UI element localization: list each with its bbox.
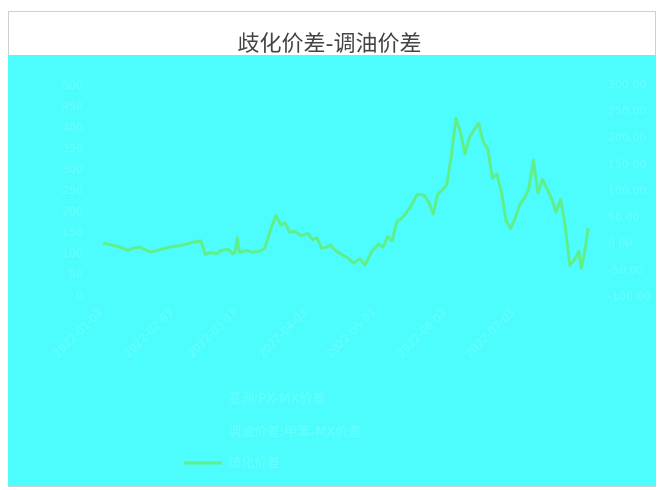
- y-left-tick-label: 350: [62, 142, 83, 155]
- chart-svg: 0 50 100 150 200 250 300 350 400 450 500 -100.00 -5…: [8, 55, 656, 486]
- y-right-tick-label: 200.00: [608, 131, 647, 144]
- legend-label: 亚洲:PX-MX价差: [228, 392, 325, 407]
- y-left-tick-label: 250: [62, 184, 83, 197]
- y-left-tick-label: 400: [62, 121, 83, 134]
- y-left-tick-label: 450: [62, 100, 83, 113]
- y-left-tick-label: 200: [62, 205, 83, 218]
- series-line: [102, 116, 590, 270]
- y-left-tick-label: 150: [62, 226, 83, 239]
- y-right-tick-label: 50.00: [608, 211, 640, 224]
- y-left-tick-label: 100: [62, 247, 83, 260]
- y-right-tick-label: 150.00: [608, 158, 647, 171]
- y-left-tick-label: 50: [69, 268, 83, 281]
- y-right-tick-label: -50.00: [608, 264, 643, 277]
- y-left-tick-label: 300: [62, 163, 83, 176]
- plot-area: 0 50 100 150 200 250 300 350 400 450 500 -100.00 -5…: [8, 55, 656, 486]
- y-axis-right: -100.00 -50.00 0.00 50.00 100.00 150.00 200.00…: [608, 78, 650, 303]
- y-right-tick-label: 250.00: [608, 105, 647, 118]
- legend-label: 歧化价差: [228, 456, 280, 471]
- plot-background: [8, 55, 656, 486]
- y-left-tick-label: 500: [62, 79, 83, 92]
- chart-title: 歧化价差-调油价差: [237, 32, 422, 57]
- series-group: [102, 116, 590, 270]
- legend-label: 调油价差:甲苯-MX价差: [228, 425, 361, 440]
- y-axis-left: 0 50 100 150 200 250 300 350 400 450 500: [62, 79, 83, 302]
- y-right-tick-label: -100.00: [608, 290, 650, 303]
- y-right-tick-label: 300.00: [608, 78, 647, 91]
- y-left-tick-label: 0: [76, 289, 83, 302]
- y-right-tick-label: 100.00: [608, 184, 647, 197]
- y-right-tick-label: 0.00: [608, 237, 633, 250]
